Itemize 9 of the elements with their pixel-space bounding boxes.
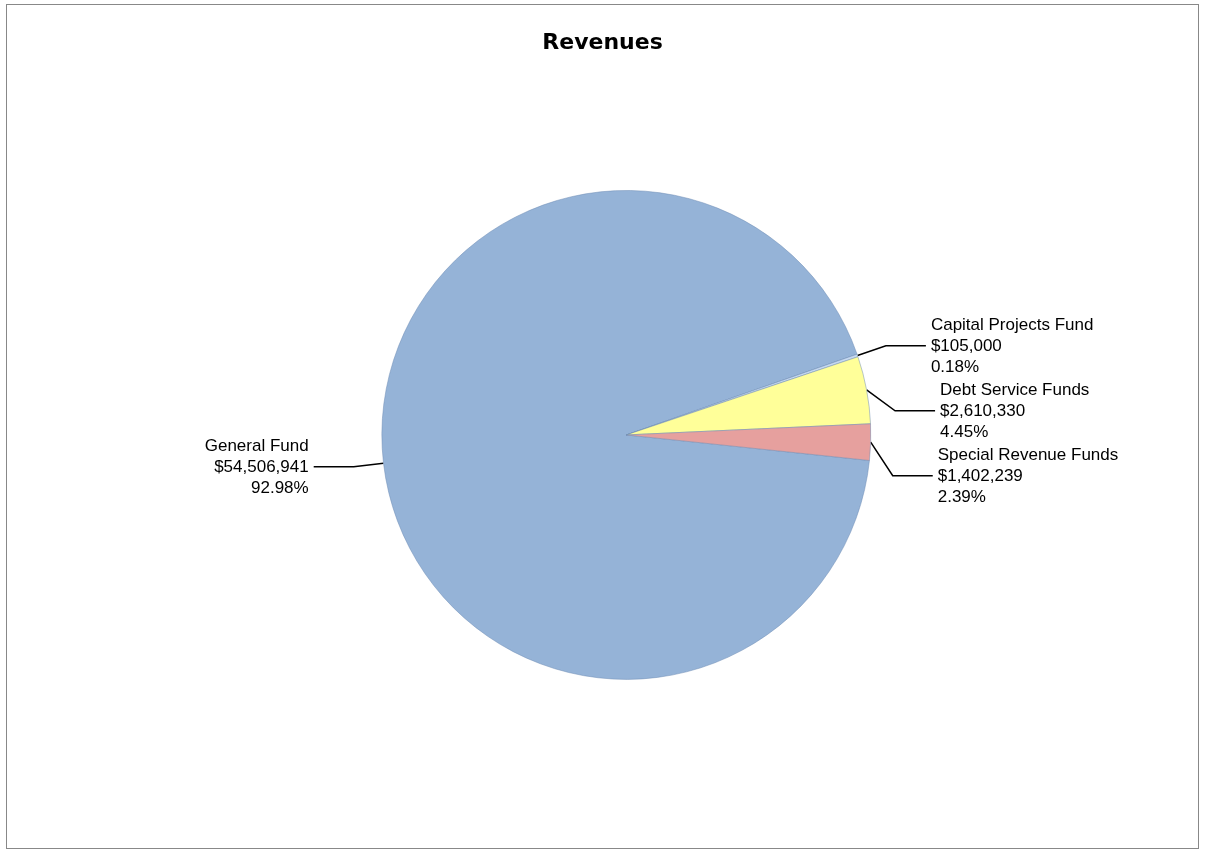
data-label: $1,402,239 2.39% — [937, 466, 1023, 507]
slice-label: Debt Service Funds — [940, 380, 1090, 400]
slice-label: Capital Projects Fund — [930, 315, 1094, 335]
chart-title: Revenues — [542, 28, 663, 54]
data-label: $54,506,941 92.98% — [214, 457, 309, 498]
data-label: $2,610,330 4.45% — [940, 401, 1026, 442]
slice-label: General Fund — [204, 436, 309, 456]
slice-label: Special Revenue Funds — [937, 445, 1119, 465]
data-label: $105,000 0.18% — [930, 336, 1002, 377]
